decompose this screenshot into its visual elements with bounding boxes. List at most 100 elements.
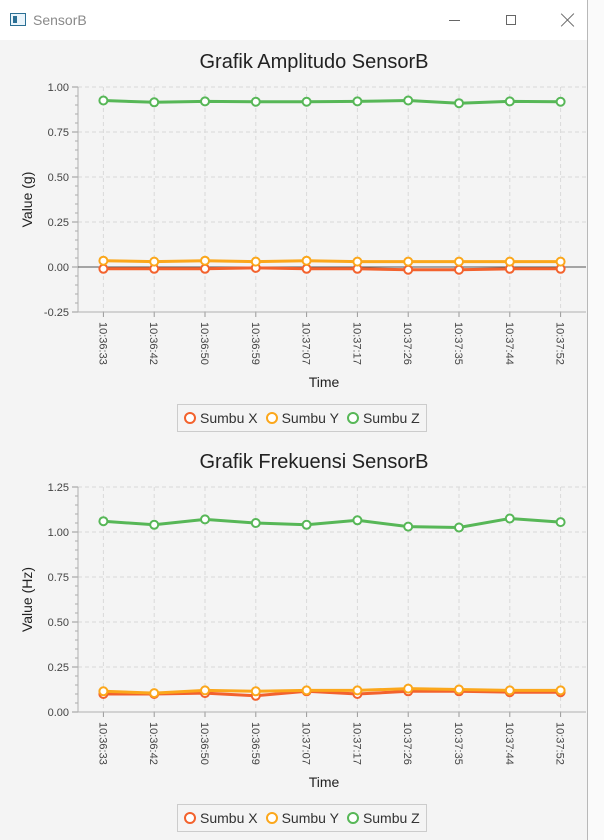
- data-point-series-3: [98, 95, 109, 106]
- x-tick-label: 10:36:42: [147, 722, 159, 765]
- y-tick-label: 0.00: [48, 262, 69, 274]
- legend-label: Sumbu Y: [281, 810, 339, 826]
- minimize-button[interactable]: [431, 0, 477, 40]
- data-point-series-2: [454, 256, 464, 267]
- data-point-series-2: [98, 255, 109, 266]
- legend-frequency: Sumbu X Sumbu Y Sumbu Z: [177, 804, 427, 832]
- data-point-series-2: [352, 256, 363, 267]
- legend-marker-icon: [184, 412, 196, 424]
- data-point-series-2: [403, 256, 414, 267]
- data-point-series-2: [403, 683, 414, 694]
- data-point-series-2: [504, 256, 515, 267]
- data-point-series-3: [403, 95, 414, 106]
- app-window-icon: [10, 13, 26, 26]
- minimize-icon: [448, 19, 460, 21]
- data-point-series-3: [504, 513, 515, 524]
- y-tick-label: 1.25: [48, 482, 69, 494]
- data-point-series-3: [200, 514, 210, 525]
- data-point-series-2: [250, 256, 261, 267]
- data-point-series-2: [200, 685, 210, 696]
- data-point-series-3: [301, 519, 312, 530]
- data-point-series-3: [301, 96, 312, 107]
- y-tick-label: 0.75: [48, 127, 69, 139]
- data-point-series-3: [555, 96, 566, 107]
- y-tick-label: 0.50: [48, 617, 69, 629]
- legend-item: Sumbu X: [184, 810, 258, 826]
- x-tick-label: 10:37:44: [503, 722, 515, 765]
- y-tick-label: 0.25: [48, 217, 69, 229]
- legend-item: Sumbu Z: [346, 410, 420, 426]
- data-point-series-3: [98, 516, 109, 527]
- legend-label: Sumbu Z: [362, 810, 420, 826]
- data-point-series-2: [555, 685, 566, 696]
- maximize-button[interactable]: [488, 0, 534, 40]
- x-axis-label: Time: [309, 374, 340, 390]
- legend-item: Sumbu Y: [265, 410, 339, 426]
- data-point-series-2: [352, 685, 363, 696]
- data-point-series-3: [200, 96, 210, 107]
- chart-title: Grafik Amplitudo SensorB: [200, 51, 429, 73]
- y-tick-label: 1.00: [48, 527, 69, 539]
- x-tick-label: 10:37:35: [452, 322, 464, 365]
- legend-label: Sumbu X: [200, 810, 258, 826]
- data-point-series-2: [301, 255, 312, 266]
- x-tick-label: 10:36:42: [147, 322, 159, 365]
- x-tick-label: 10:36:50: [198, 322, 210, 365]
- y-axis-label: Value (g): [19, 172, 35, 228]
- x-tick-label: 10:37:52: [554, 322, 566, 365]
- title-bar[interactable]: SensorB: [0, 0, 587, 40]
- x-tick-label: 10:37:07: [300, 722, 312, 765]
- data-point-series-2: [149, 688, 160, 699]
- x-axis-label: Time: [309, 774, 340, 790]
- data-point-series-2: [555, 256, 566, 267]
- data-point-series-1: [454, 264, 464, 275]
- legend-marker-icon: [184, 812, 196, 824]
- legend-marker-icon: [265, 412, 278, 424]
- data-point-series-2: [98, 686, 109, 697]
- series-line-3: [103, 98, 561, 105]
- series-line-1: [103, 266, 561, 272]
- data-point-series-3: [504, 96, 515, 107]
- data-point-series-2: [250, 686, 261, 697]
- data-point-series-2: [301, 685, 312, 696]
- legend-marker-icon: [346, 412, 359, 424]
- x-tick-label: 10:36:59: [249, 722, 261, 765]
- data-point-series-3: [250, 96, 261, 107]
- y-tick-label: -0.25: [44, 307, 69, 319]
- data-point-series-1: [301, 263, 312, 274]
- y-tick-label: 1.00: [48, 82, 69, 94]
- data-point-series-3: [352, 515, 363, 526]
- legend-item: Sumbu Z: [346, 810, 420, 826]
- data-point-series-3: [555, 517, 566, 528]
- x-tick-label: 10:37:26: [401, 722, 413, 765]
- legend-label: Sumbu Y: [281, 410, 339, 426]
- data-point-series-1: [403, 264, 414, 275]
- x-tick-label: 10:36:33: [96, 322, 108, 365]
- data-point-series-2: [200, 255, 210, 266]
- x-tick-label: 10:36:59: [249, 322, 261, 365]
- legend-label: Sumbu Z: [362, 410, 420, 426]
- series-line-2: [103, 687, 561, 695]
- data-point-series-2: [454, 684, 464, 695]
- data-point-series-2: [504, 685, 515, 696]
- data-point-series-2: [149, 256, 160, 267]
- background-window-strip: [588, 0, 604, 840]
- data-point-series-1: [200, 263, 210, 274]
- legend-marker-icon: [346, 812, 359, 824]
- x-tick-label: 10:37:17: [350, 722, 362, 765]
- x-tick-label: 10:36:33: [96, 722, 108, 765]
- y-tick-label: 0.50: [48, 172, 69, 184]
- x-tick-label: 10:36:50: [198, 722, 210, 765]
- series-line-1: [103, 689, 561, 698]
- data-point-series-3: [250, 518, 261, 528]
- x-tick-label: 10:37:07: [300, 322, 312, 365]
- charts-canvas: Grafik Amplitudo SensorB -0.25 0.00 0.25 0.5…: [19, 51, 586, 790]
- data-point-series-3: [454, 98, 464, 109]
- data-point-series-3: [149, 519, 160, 530]
- legend-item: Sumbu X: [184, 410, 258, 426]
- y-tick-label: 0.25: [48, 662, 69, 674]
- x-tick-label: 10:37:52: [554, 722, 566, 765]
- data-point-series-3: [149, 97, 160, 108]
- x-tick-label: 10:37:35: [452, 722, 464, 765]
- x-tick-label: 10:37:44: [503, 322, 515, 365]
